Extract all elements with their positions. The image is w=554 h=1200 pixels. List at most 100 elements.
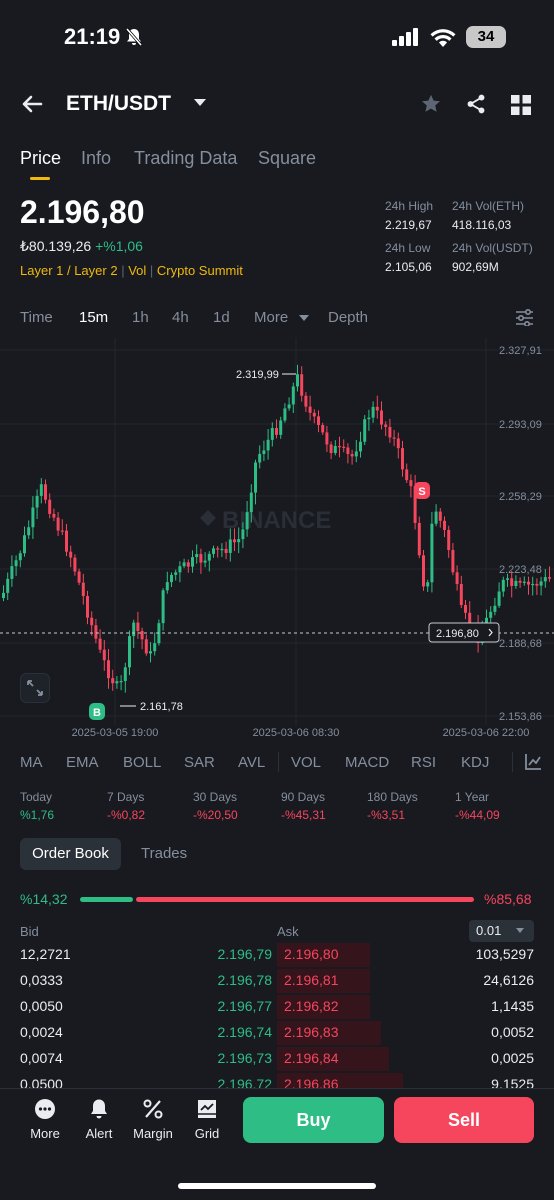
candle [434,511,438,524]
candle [359,441,362,452]
bid-price: 2.196,79 [217,946,273,962]
ask-header: Ask [277,924,299,939]
indicator-avl[interactable]: AVL [238,754,266,771]
nav-more-label: More [30,1126,60,1141]
precision-caret-icon [516,928,524,933]
order-book-row[interactable]: 0,0024 2.196,74 2.196,83 0,0052 [0,1021,554,1045]
candle [178,566,182,573]
interval-4h[interactable]: 4h [172,309,189,326]
interval-depth[interactable]: Depth [328,309,369,326]
layout-grid-icon[interactable] [511,95,531,115]
tag-summit[interactable]: Crypto Summit [156,263,243,278]
candle [438,511,442,521]
candle [346,447,350,455]
candle [384,424,388,427]
pair-dropdown-icon[interactable] [194,99,206,106]
tab-price[interactable]: Price [20,148,62,168]
pair-title[interactable]: ETH/USDT [66,92,171,115]
x-tick-label: 2025-03-05 19:00 [72,727,159,739]
more-caret-icon[interactable] [299,315,309,321]
interval-1h[interactable]: 1h [132,309,149,326]
candle [514,580,518,587]
indicator-rsi[interactable]: RSI [411,754,437,771]
candle [170,574,173,583]
ask-depth-bar [277,969,370,993]
interval-15m[interactable]: 15m [79,309,109,326]
ask-price: 2.196,81 [284,972,339,988]
candle [329,444,333,454]
buy-button[interactable]: Buy [243,1097,384,1143]
indicator-ma[interactable]: MA [20,754,43,771]
candle [6,578,10,593]
candle [447,529,451,550]
bid-qty: 0,0333 [20,972,63,988]
candle [308,406,312,413]
candle [86,596,89,618]
order-book-row[interactable]: 0,0074 2.196,73 2.196,84 0,0025 [0,1047,554,1071]
nav-more[interactable]: More [20,1098,70,1141]
back-arrow-icon[interactable] [20,92,44,116]
perf-value: -%20,50 [193,808,238,822]
high-price-label: 2.319,99 [236,369,279,381]
order-book-row[interactable]: 0,0050 2.196,77 2.196,82 1,1435 [0,995,554,1019]
binance-watermark: BINANCE [222,507,331,534]
nav-alert[interactable]: Alert [74,1098,124,1141]
candle [312,412,316,417]
tab-info[interactable]: Info [81,148,112,168]
order-book-row[interactable]: 12,2721 2.196,79 2.196,80 103,5297 [0,943,554,967]
indicator-sar[interactable]: SAR [184,754,215,771]
tab-trading-data[interactable]: Trading Data [134,148,238,168]
ask-price: 2.196,83 [284,1024,339,1040]
candle [107,660,110,679]
candle [182,562,186,567]
candle [203,560,207,563]
candle [535,583,539,586]
tag-vol[interactable]: Vol [128,263,147,278]
candle [249,492,253,513]
price-chart[interactable]: 2.327,91 2.293,09 2.258,29 2.223,48 2.188,68… [0,338,554,740]
indicator-kdj[interactable]: KDJ [461,754,490,771]
share-icon[interactable] [465,93,487,115]
chart-settings-icon[interactable] [515,309,534,326]
candlestick-chart[interactable]: 2.327,91 2.293,09 2.258,29 2.223,48 2.188,68… [0,338,554,740]
indicator-macd[interactable]: MACD [345,754,390,771]
ask-depth-bar [277,943,370,967]
nav-grid[interactable]: Grid [182,1098,232,1141]
tag-layer[interactable]: Layer 1 / Layer 2 [20,263,118,278]
candle [233,539,236,543]
bell-muted-icon [125,28,143,46]
tab-trades[interactable]: Trades [141,845,188,862]
candle [237,539,241,543]
precision-select[interactable]: 0.01 [469,920,534,942]
bid-qty: 0,0024 [20,1024,63,1040]
interval-1d[interactable]: 1d [213,309,230,326]
candle [23,535,26,554]
candle [350,454,354,457]
expand-chart-icon[interactable] [20,673,50,703]
indicator-ema[interactable]: EMA [66,754,99,771]
candle [94,625,98,639]
tab-order-book[interactable]: Order Book [20,838,121,870]
indicator-vol[interactable]: VOL [291,754,322,771]
bid-qty: 0,0074 [20,1050,63,1066]
candle [510,578,514,587]
fiat-price: ₺80.139,26 [20,238,92,254]
candle [451,549,455,573]
candle [501,579,505,592]
candle [527,581,530,585]
interval-time[interactable]: Time [20,309,53,326]
order-book-row[interactable]: 0,0333 2.196,78 2.196,81 24,6126 [0,969,554,993]
interval-more[interactable]: More [254,309,289,326]
candle [27,527,31,536]
tab-square[interactable]: Square [258,148,317,168]
indicator-chart-icon[interactable] [524,753,542,771]
sell-button[interactable]: Sell [394,1097,534,1143]
candle [69,551,73,558]
candle [128,636,131,668]
indicator-boll[interactable]: BOLL [123,754,162,771]
candle [371,406,375,418]
perf-label: Today [20,790,53,804]
favorite-star-icon[interactable] [420,93,442,115]
nav-margin[interactable]: Margin [128,1098,178,1141]
candle [199,554,203,563]
